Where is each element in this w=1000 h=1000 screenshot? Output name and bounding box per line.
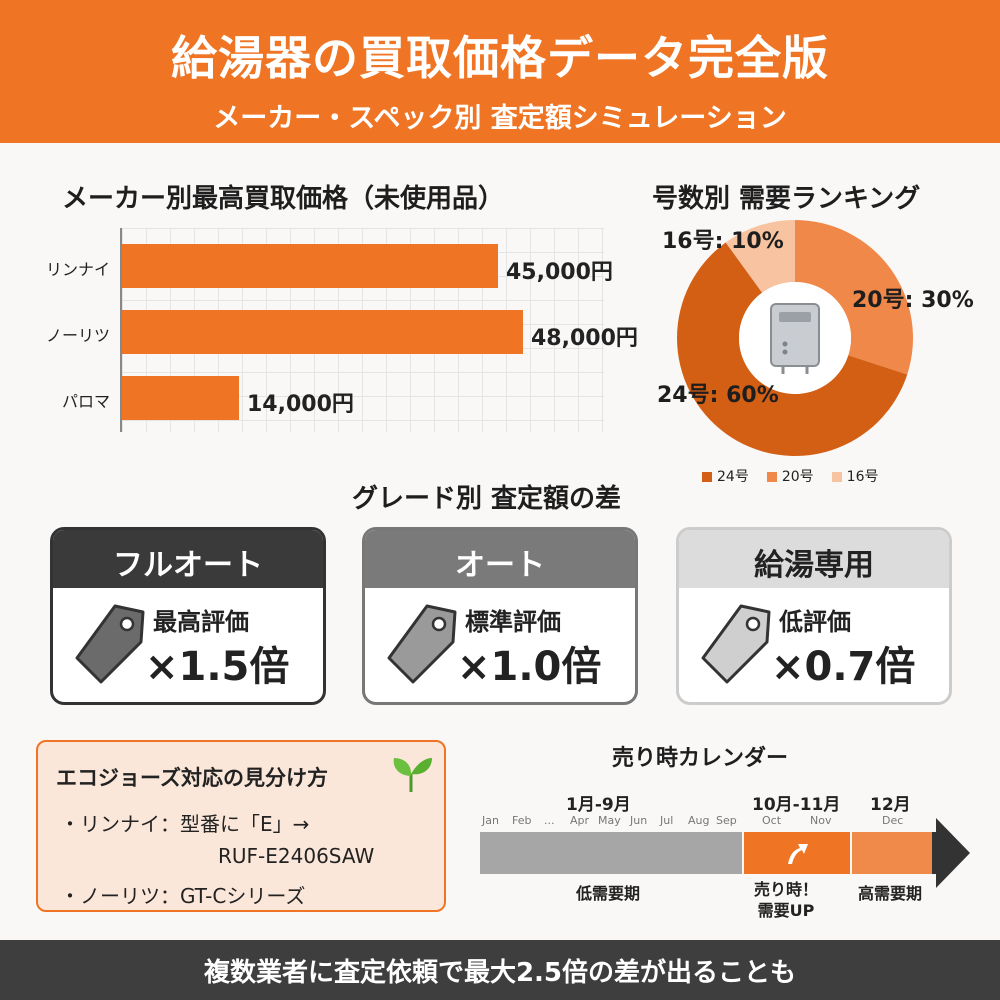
bar-row: 48,000円 [122, 310, 638, 354]
calendar-range: 10月-11月 [752, 795, 841, 815]
bar-chart-title: メーカー別最高買取価格（未使用品） [62, 184, 505, 214]
pie-slice [725, 220, 795, 293]
sprout-icon [393, 758, 432, 792]
legend-swatch [831, 472, 842, 482]
grade-card: オート標準評価 ×1.0倍 [362, 527, 638, 705]
up-arrow-icon [788, 844, 808, 864]
grade-card-name: オート [365, 530, 635, 588]
header-banner: 給湯器の買取価格データ完全版 メーカー・スペック別 査定額シミュレーション [0, 0, 1000, 143]
grade-card: フルオート最高評価 ×1.5倍 [50, 527, 326, 705]
calendar-range: 1月-9月 [566, 795, 631, 815]
grade-card-body: 低評価 ×0.7倍 [679, 588, 949, 702]
grade-card-body: 標準評価 ×1.0倍 [365, 588, 635, 702]
calendar-title: 売り時カレンダー [612, 746, 789, 771]
bar [122, 244, 498, 288]
calendar-month: ... [544, 814, 555, 827]
grade-card: 給湯専用低評価 ×0.7倍 [676, 527, 952, 705]
calendar-month: Aug [688, 814, 710, 827]
eco-line-noritz: ・ノーリツ：GT-Cシリーズ [60, 884, 306, 908]
pie-chart-title: 号数別 需要ランキング [652, 184, 921, 214]
calendar-arrow-icon [932, 818, 970, 888]
donut-hole [739, 282, 851, 394]
page-title: 給湯器の買取価格データ完全版 [171, 31, 829, 85]
bar-category-label: ノーリツ [45, 326, 110, 345]
calendar-month: Jul [660, 814, 674, 827]
legend-swatch [702, 472, 712, 482]
legend-label: 16号 [846, 469, 879, 485]
grade-card-label: 低評価 [779, 608, 851, 636]
price-tag-icon [701, 604, 771, 684]
bar [122, 310, 523, 354]
legend-item: 20号 [766, 466, 814, 486]
calendar-period-label: 低需要期 [576, 884, 641, 903]
grade-card-multiplier: ×1.0倍 [457, 644, 602, 690]
footer-banner: 複数業者に査定依頼で最大2.5倍の差が出ることも [0, 940, 1000, 1000]
pie-slice [676, 242, 908, 457]
price-tag-icon [75, 604, 145, 684]
pie-slice-label: 24号: 60% [657, 383, 779, 408]
calendar-period-label: 高需要期 [858, 884, 923, 903]
calendar-month: May [598, 814, 621, 827]
calendar-month: Jan [482, 814, 499, 827]
grade-card-label: 標準評価 [465, 608, 561, 636]
grade-card-body: 最高評価 ×1.5倍 [53, 588, 323, 702]
bar [122, 376, 239, 420]
calendar-month: Oct [762, 814, 782, 827]
calendar-band-high [852, 832, 934, 874]
calendar-month: Nov [810, 814, 832, 827]
legend-label: 20号 [781, 469, 814, 485]
grade-card-name: 給湯専用 [679, 530, 949, 588]
grade-card-label: 最高評価 [153, 608, 249, 636]
legend-item: 16号 [831, 466, 879, 486]
bar-chart: 45,000円 48,000円 14,000円 [120, 228, 638, 432]
calendar-month: Feb [512, 814, 532, 827]
legend-item: 24号 [702, 466, 749, 486]
page-subtitle: メーカー・スペック別 査定額シミュレーション [213, 103, 787, 134]
grade-card-multiplier: ×1.5倍 [145, 644, 290, 690]
eco-jozu-box: エコジョーズ対応の見分け方 ・リンナイ：型番に「E」→ RUF-E2406SAW… [36, 740, 446, 912]
calendar-band-low [480, 832, 742, 874]
calendar-month: Apr [570, 814, 590, 827]
calendar-band-peak [744, 832, 850, 874]
calendar-month: Sep [716, 814, 737, 827]
legend-swatch [766, 472, 777, 482]
eco-title: エコジョーズ対応の見分け方 [56, 766, 328, 790]
pie-slice-label: 16号: 10% [662, 229, 784, 254]
bar-value-label: 14,000円 [247, 392, 354, 417]
bar-value-label: 48,000円 [531, 326, 638, 351]
bar-category-label: パロマ [61, 392, 110, 411]
calendar-month: Jun [630, 814, 648, 827]
bar-category-label: リンナイ [45, 260, 110, 279]
grade-card-name: フルオート [53, 530, 323, 588]
water-heater-icon [770, 303, 820, 374]
pie-legend: 24号 20号 16号 [702, 466, 878, 486]
legend-label: 24号 [717, 469, 749, 485]
bar-row: 14,000円 [122, 376, 606, 420]
eco-line-model: RUF-E2406SAW [218, 844, 375, 868]
pie-slice [795, 220, 913, 375]
calendar-month: Dec [882, 814, 904, 827]
bar-row: 45,000円 [122, 244, 613, 288]
grade-card-multiplier: ×0.7倍 [771, 644, 916, 690]
calendar-period-label: 売り時！ 需要UP [754, 880, 819, 920]
pie-slice-label: 20号: 30% [852, 288, 974, 313]
grade-section-title: グレード別 査定額の差 [352, 484, 622, 514]
eco-line-rinnai: ・リンナイ：型番に「E」→ [60, 812, 310, 836]
bar-value-label: 45,000円 [506, 260, 613, 285]
calendar-range: 12月 [870, 795, 911, 815]
price-tag-icon [387, 604, 457, 684]
